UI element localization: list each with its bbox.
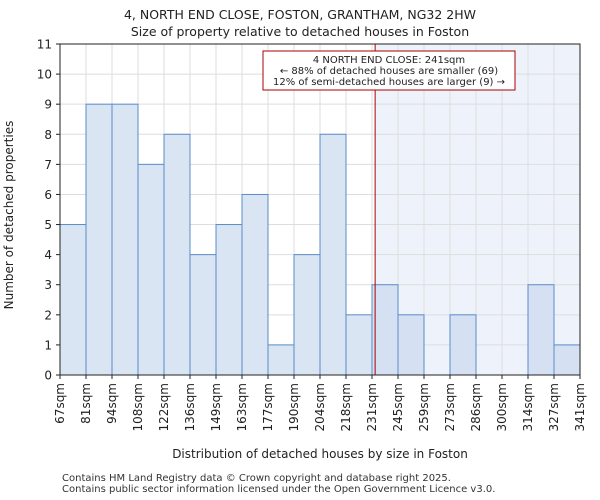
- x-tick-label: 327sqm: [547, 383, 561, 431]
- x-tick-label: 245sqm: [391, 383, 405, 431]
- x-tick-label: 94sqm: [105, 383, 119, 424]
- x-tick-label: 149sqm: [209, 383, 223, 431]
- y-tick-label: 3: [44, 278, 52, 292]
- y-axis-label: Number of detached properties: [2, 121, 16, 310]
- x-tick-label: 108sqm: [131, 383, 145, 431]
- x-tick-label: 218sqm: [339, 383, 353, 431]
- y-tick-label: 7: [44, 158, 52, 172]
- annotation-line1: 4 NORTH END CLOSE: 241sqm: [313, 55, 465, 66]
- y-tick-label: 9: [44, 98, 52, 112]
- y-tick-label: 4: [44, 248, 52, 262]
- annotation-line2: ← 88% of detached houses are smaller (69…: [280, 66, 498, 77]
- x-tick-label: 314sqm: [521, 383, 535, 431]
- bar-149sqm: [215, 224, 243, 376]
- y-tick-label: 5: [44, 218, 52, 232]
- x-tick-label: 177sqm: [261, 383, 275, 431]
- y-tick-label: 11: [37, 38, 52, 52]
- x-tick-label: 122sqm: [157, 383, 171, 431]
- y-tick-label: 1: [44, 338, 52, 352]
- x-tick-label: 204sqm: [313, 383, 327, 431]
- y-tick-label: 2: [44, 308, 52, 322]
- y-tick-label: 10: [37, 68, 52, 82]
- footer: Contains HM Land Registry data © Crown c…: [62, 473, 495, 495]
- bar-273sqm: [449, 314, 477, 376]
- y-tick-label: 8: [44, 128, 52, 142]
- bar-136sqm: [189, 254, 217, 376]
- bar-163sqm: [241, 193, 269, 376]
- y-tick-label: 6: [44, 188, 52, 202]
- x-tick-label: 190sqm: [287, 383, 301, 431]
- bar-245sqm: [397, 314, 425, 376]
- x-tick-label: 163sqm: [235, 383, 249, 431]
- annotation-line3: 12% of semi-detached houses are larger (…: [273, 77, 505, 88]
- bar-177sqm: [267, 344, 295, 376]
- bar-327sqm: [553, 344, 581, 376]
- x-tick-label: 273sqm: [443, 383, 457, 431]
- bar-204sqm: [319, 133, 347, 376]
- x-tick-label: 81sqm: [79, 383, 93, 424]
- bar-67sqm: [59, 224, 87, 376]
- bar-122sqm: [163, 133, 191, 376]
- x-tick-label: 67sqm: [53, 383, 67, 424]
- bar-231sqm: [371, 284, 399, 376]
- chart-title: 4, NORTH END CLOSE, FOSTON, GRANTHAM, NG…: [0, 6, 600, 40]
- x-tick-label: 286sqm: [469, 383, 483, 431]
- chart-title-line1: 4, NORTH END CLOSE, FOSTON, GRANTHAM, NG…: [123, 7, 477, 22]
- y-tick-label: 0: [44, 369, 52, 383]
- x-tick-label: 259sqm: [417, 383, 431, 431]
- bar-218sqm: [345, 314, 373, 376]
- footer-line2: Contains public sector information licen…: [62, 484, 496, 495]
- footer-line1: Contains HM Land Registry data © Crown c…: [62, 473, 451, 484]
- bar-314sqm: [527, 284, 555, 376]
- x-axis-label: Distribution of detached houses by size …: [172, 447, 468, 461]
- bar-190sqm: [293, 254, 321, 376]
- x-tick-label: 231sqm: [365, 383, 379, 431]
- x-tick-label: 136sqm: [183, 383, 197, 431]
- bar-81sqm: [85, 103, 113, 376]
- x-tick-label: 341sqm: [573, 383, 587, 431]
- bar-94sqm: [111, 103, 139, 376]
- bar-108sqm: [137, 163, 165, 376]
- chart-title-line2: Size of property relative to detached ho…: [130, 24, 470, 39]
- annotation-box: [262, 50, 516, 91]
- x-tick-label: 300sqm: [495, 383, 509, 431]
